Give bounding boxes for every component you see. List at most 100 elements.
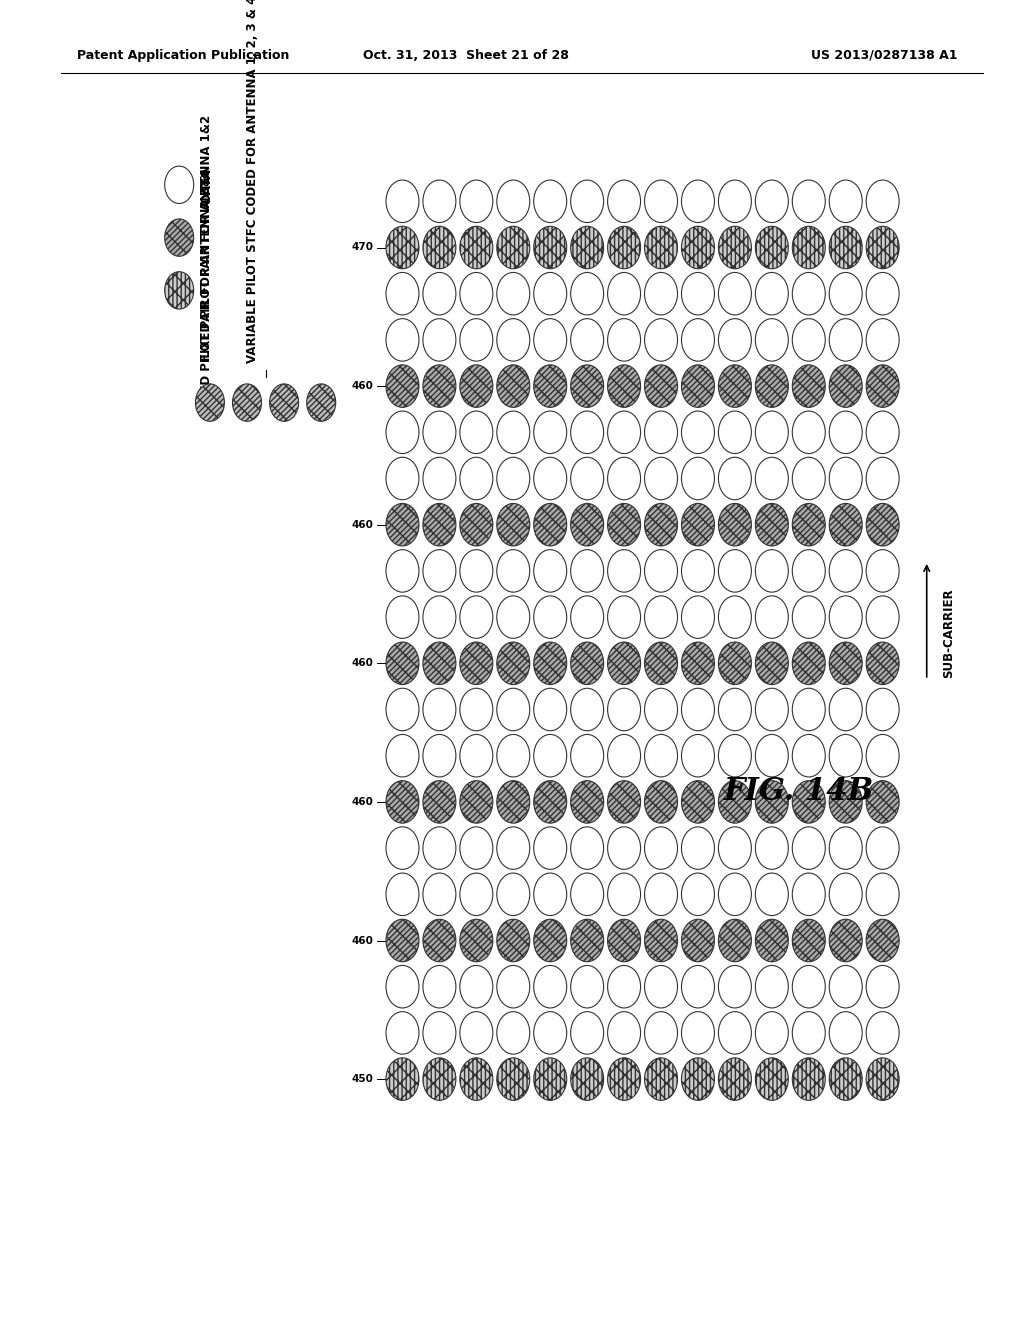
Circle shape: [570, 503, 603, 546]
Circle shape: [866, 642, 899, 685]
Circle shape: [644, 180, 678, 223]
Circle shape: [570, 549, 603, 593]
Circle shape: [386, 1011, 419, 1055]
Circle shape: [682, 873, 715, 916]
Circle shape: [866, 1057, 899, 1101]
Circle shape: [719, 734, 752, 777]
Circle shape: [607, 1057, 641, 1101]
Circle shape: [829, 826, 862, 870]
Circle shape: [793, 1057, 825, 1101]
Circle shape: [682, 780, 715, 824]
Circle shape: [423, 780, 456, 824]
Circle shape: [497, 364, 529, 408]
Circle shape: [644, 919, 678, 962]
Circle shape: [829, 595, 862, 639]
Circle shape: [497, 688, 529, 731]
Circle shape: [534, 549, 566, 593]
Circle shape: [607, 457, 641, 500]
Circle shape: [423, 457, 456, 500]
Circle shape: [866, 873, 899, 916]
Circle shape: [719, 457, 752, 500]
Circle shape: [497, 965, 529, 1008]
Circle shape: [423, 919, 456, 962]
Circle shape: [866, 734, 899, 777]
Text: 470: 470: [352, 243, 374, 252]
Circle shape: [386, 457, 419, 500]
Circle shape: [423, 688, 456, 731]
Circle shape: [607, 1011, 641, 1055]
Circle shape: [570, 826, 603, 870]
Circle shape: [719, 595, 752, 639]
Circle shape: [534, 734, 566, 777]
Circle shape: [866, 457, 899, 500]
Circle shape: [719, 503, 752, 546]
Circle shape: [756, 642, 788, 685]
Circle shape: [644, 411, 678, 454]
Circle shape: [793, 688, 825, 731]
Circle shape: [644, 1057, 678, 1101]
Circle shape: [423, 734, 456, 777]
Circle shape: [793, 411, 825, 454]
Circle shape: [534, 1057, 566, 1101]
Circle shape: [607, 595, 641, 639]
Circle shape: [644, 826, 678, 870]
Text: VARIABLE PILOT STFC CODED FOR ANTENNA 1, 2, 3 & 4: VARIABLE PILOT STFC CODED FOR ANTENNA 1,…: [247, 0, 259, 363]
Circle shape: [793, 919, 825, 962]
Circle shape: [386, 272, 419, 315]
Circle shape: [719, 549, 752, 593]
Circle shape: [386, 780, 419, 824]
Circle shape: [719, 873, 752, 916]
Circle shape: [866, 688, 899, 731]
Circle shape: [386, 965, 419, 1008]
Text: FIG. 14B: FIG. 14B: [724, 776, 873, 808]
Circle shape: [460, 873, 493, 916]
Circle shape: [386, 226, 419, 269]
Circle shape: [866, 318, 899, 362]
Circle shape: [719, 272, 752, 315]
Circle shape: [682, 411, 715, 454]
Circle shape: [644, 457, 678, 500]
Circle shape: [829, 734, 862, 777]
Circle shape: [386, 318, 419, 362]
Circle shape: [460, 780, 493, 824]
Circle shape: [570, 688, 603, 731]
Circle shape: [682, 919, 715, 962]
Circle shape: [756, 1011, 788, 1055]
Circle shape: [534, 919, 566, 962]
Circle shape: [534, 780, 566, 824]
Circle shape: [644, 734, 678, 777]
Circle shape: [682, 226, 715, 269]
Circle shape: [682, 965, 715, 1008]
Circle shape: [866, 364, 899, 408]
Circle shape: [607, 364, 641, 408]
Circle shape: [756, 457, 788, 500]
Text: DATA: DATA: [200, 168, 213, 202]
Circle shape: [607, 873, 641, 916]
Circle shape: [829, 318, 862, 362]
Circle shape: [756, 780, 788, 824]
Circle shape: [386, 688, 419, 731]
Circle shape: [829, 1057, 862, 1101]
Circle shape: [386, 1057, 419, 1101]
Circle shape: [719, 965, 752, 1008]
Circle shape: [460, 826, 493, 870]
Circle shape: [570, 642, 603, 685]
Circle shape: [793, 226, 825, 269]
Circle shape: [423, 272, 456, 315]
Circle shape: [829, 457, 862, 500]
Circle shape: [497, 595, 529, 639]
Circle shape: [423, 180, 456, 223]
Circle shape: [460, 965, 493, 1008]
Text: US 2013/0287138 A1: US 2013/0287138 A1: [811, 49, 957, 62]
Circle shape: [497, 411, 529, 454]
Circle shape: [682, 272, 715, 315]
Circle shape: [534, 503, 566, 546]
Circle shape: [607, 919, 641, 962]
Circle shape: [793, 873, 825, 916]
Circle shape: [497, 457, 529, 500]
Circle shape: [534, 965, 566, 1008]
Circle shape: [386, 364, 419, 408]
Circle shape: [793, 826, 825, 870]
Circle shape: [719, 919, 752, 962]
Circle shape: [756, 549, 788, 593]
